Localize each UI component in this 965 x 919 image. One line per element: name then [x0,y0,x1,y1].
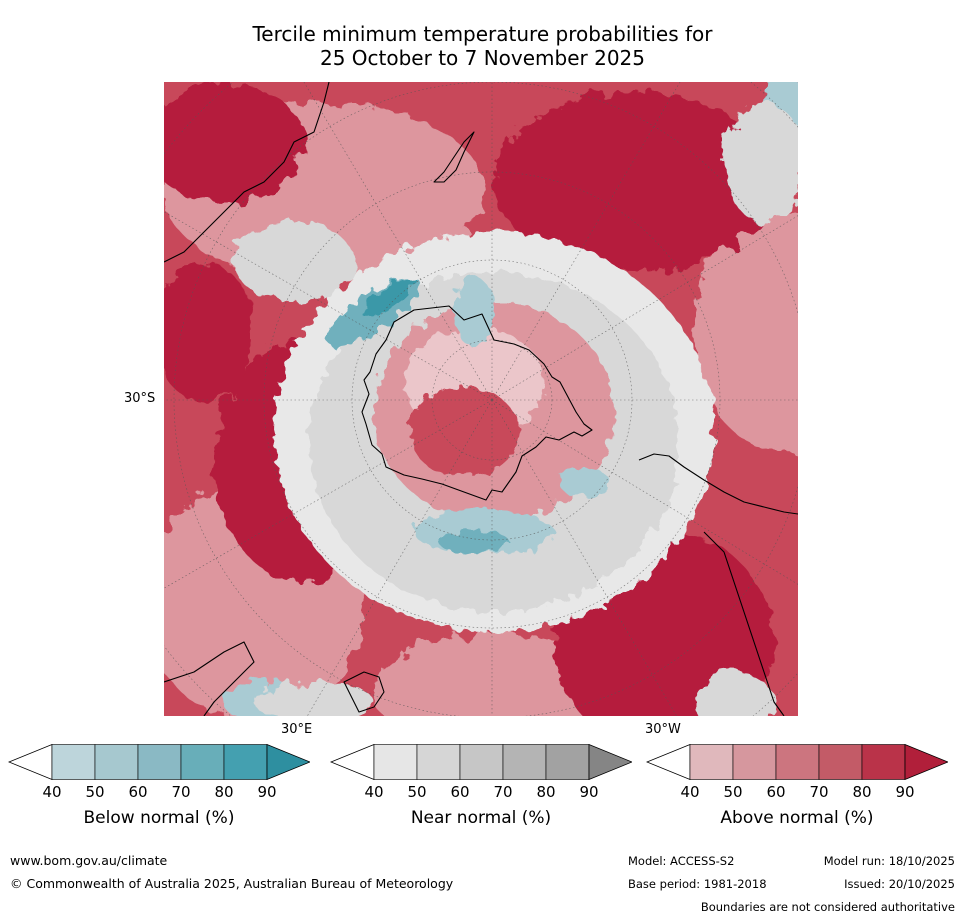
africa-coast [703,531,785,716]
above-core [164,262,254,402]
colorbar-extend-low [646,744,691,780]
colorbar-extend-high [588,744,632,780]
colorbar-segment [137,744,182,780]
colorbar-tick-label: 60 [766,783,786,801]
colorbar-near-normal [330,744,632,780]
below-patch [559,467,609,497]
probability-map [164,82,798,716]
title-line-1: Tercile minimum temperature probabilitie… [252,22,713,46]
africa-south-coast [164,641,255,716]
colorbar-near-label: Near normal (%) [410,808,552,828]
colorbar-tick-label: 50 [85,783,105,801]
colorbar-tick-label: 70 [493,783,513,801]
graticule [164,82,798,716]
colorbar-tick-label: 90 [895,783,915,801]
colorbar-tick-label: 60 [450,783,470,801]
colorbar-tick-label: 50 [723,783,743,801]
colorbar-extend-low [8,744,53,780]
colorbar-segment [373,744,418,780]
colorbar-below-normal [8,744,310,780]
colorbar-extend-high [904,744,948,780]
colorbar-tick-label: 80 [852,783,872,801]
colorbar-tick-label: 70 [809,783,829,801]
colorbar-below-label: Below normal (%) [83,808,235,828]
footer-base-period: Base period: 1981-2018 [628,877,767,891]
inner-region [409,387,519,477]
below-patch [454,277,494,347]
colorbar-tick-label: 40 [680,783,700,801]
footer-issued: Issued: 20/10/2025 [844,877,955,891]
colorbar-tick-label: 90 [257,783,277,801]
title-line-2: 25 October to 7 November 2025 [319,46,646,70]
colorbar-tick-label: 70 [171,783,191,801]
colorbar-above-label: Above normal (%) [720,808,874,828]
colorbar-extend-low [330,744,375,780]
colorbar-segment [180,744,225,780]
near-patch [234,222,354,302]
above-core [494,92,774,272]
map-title: Tercile minimum temperature probabilitie… [0,22,965,70]
below-patch [439,530,509,554]
south-america-coast [638,453,798,515]
footer-model: Model: ACCESS-S2 [628,854,735,868]
lat-label-30s: 30°S [124,391,156,406]
colorbar-extend-high [266,744,310,780]
colorbar-segment [51,744,96,780]
colorbar-above-normal [646,744,948,780]
colorbar-segment [818,744,863,780]
footer-website: www.bom.gov.au/climate [10,853,168,868]
colorbar-segment [459,744,504,780]
colorbar-segment [732,744,777,780]
colorbar-segment [861,744,906,780]
new-zealand-coast [433,131,475,183]
footer-copyright: © Commonwealth of Australia 2025, Austra… [10,876,454,891]
colorbar-tick-label: 80 [214,783,234,801]
lon-label-30e: 30°E [281,722,313,737]
pale-region [694,212,798,452]
colorbar-segment [94,744,139,780]
near-patch [254,682,374,716]
colorbar-segment [689,744,734,780]
antarctica-coast [361,305,593,501]
colorbar-segment [775,744,820,780]
coastlines [164,82,798,716]
madagascar-coast [343,671,385,713]
colorbar-segment [416,744,461,780]
near-patch [694,672,774,716]
colorbar-segment [223,744,268,780]
colorbar-segment [502,744,547,780]
colorbar-tick-label: 90 [579,783,599,801]
colorbar-tick-label: 50 [407,783,427,801]
australia-coast [164,82,330,263]
colorbar-tick-label: 60 [128,783,148,801]
footer-disclaimer: Boundaries are not considered authoritat… [700,900,955,914]
colorbar-segment [545,744,590,780]
above-core [164,82,304,202]
footer-model-run: Model run: 18/10/2025 [823,854,955,868]
colorbar-tick-label: 40 [42,783,62,801]
pale-region [374,632,614,716]
colorbar-tick-label: 80 [536,783,556,801]
below-patch [362,277,416,317]
colorbar-tick-label: 40 [364,783,384,801]
lon-label-30w: 30°W [645,722,681,737]
near-patch [724,102,798,222]
